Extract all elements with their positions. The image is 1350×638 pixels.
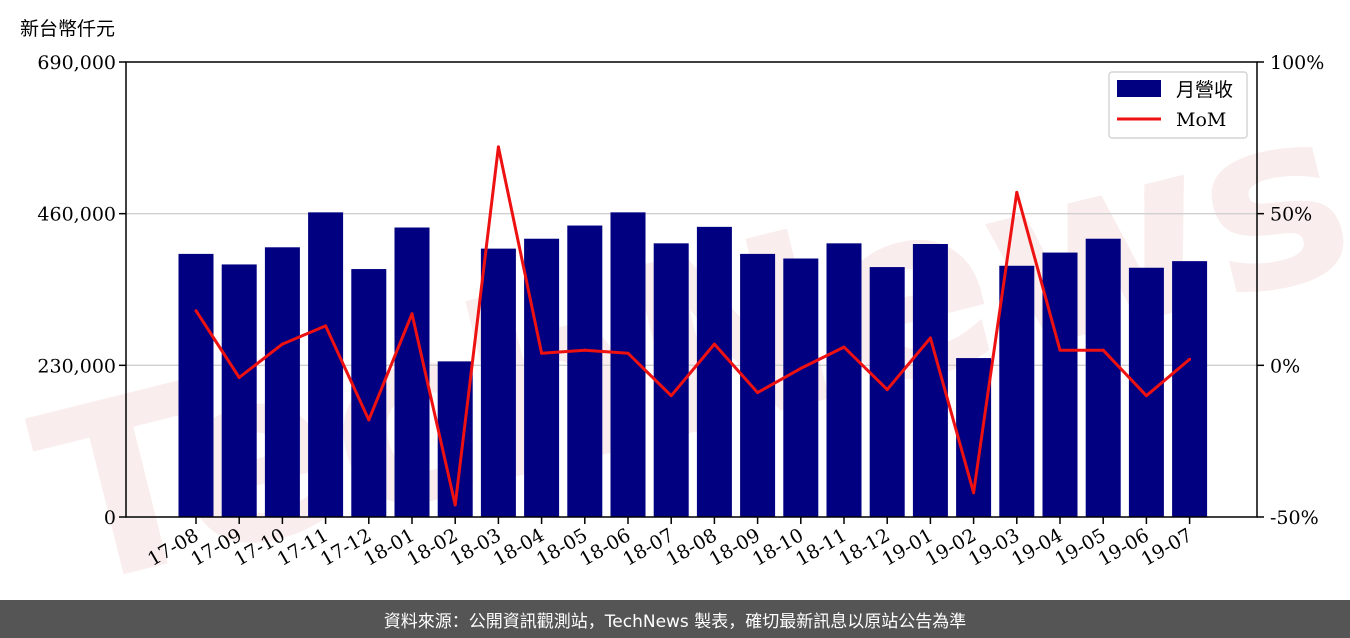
- left-tick-label: 690,000: [37, 52, 116, 74]
- mom-point-19-05: [1101, 348, 1105, 352]
- mom-point-17-09: [237, 375, 241, 379]
- mom-line: [194, 145, 1191, 507]
- mom-point-18-07: [669, 394, 673, 398]
- bar-19-03: [999, 265, 1035, 517]
- mom-point-18-06: [626, 351, 630, 355]
- bar-19-07: [1172, 261, 1208, 517]
- footer-text: 資料來源：公開資訊觀測站，TechNews 製表，確切最新訊息以原站公告為準: [383, 611, 967, 632]
- legend-label-revenue: 月營收: [1176, 79, 1233, 101]
- bar-17-10: [264, 247, 300, 517]
- left-axis: 0 230,000 460,000 690,000: [37, 52, 126, 529]
- mom-point-17-08: [194, 309, 198, 313]
- mom-point-19-02: [972, 491, 976, 495]
- mom-point-18-09: [756, 391, 760, 395]
- legend: 月營收 MoM: [1108, 71, 1248, 139]
- bar-18-02: [437, 361, 473, 517]
- bar-18-08: [696, 226, 732, 517]
- right-tick-label: 50%: [1270, 204, 1312, 226]
- bar-17-11: [308, 212, 344, 517]
- mom-point-18-08: [712, 342, 716, 346]
- right-tick-label: -50%: [1270, 507, 1319, 529]
- mom-point-18-04: [540, 351, 544, 355]
- left-tick-label: 460,000: [37, 204, 116, 226]
- mom-point-18-10: [799, 366, 803, 370]
- mom-point-19-04: [1058, 348, 1062, 352]
- mom-point-18-11: [842, 345, 846, 349]
- unit-label: 新台幣仟元: [20, 18, 116, 40]
- bar-17-09: [221, 264, 257, 517]
- plot-frame: [125, 61, 1258, 518]
- mom-point-17-11: [324, 324, 328, 328]
- right-tick-label: 0%: [1270, 355, 1300, 377]
- left-tick-label: 230,000: [37, 355, 116, 377]
- bar-18-10: [783, 258, 819, 517]
- right-tick-label: 100%: [1270, 52, 1324, 74]
- bar-18-05: [567, 225, 603, 517]
- right-axis: -50% 0% 50% 100%: [1257, 52, 1324, 529]
- bar-18-03: [480, 248, 516, 517]
- bar-17-08: [178, 253, 214, 518]
- mom-point-19-03: [1015, 190, 1019, 194]
- left-tick-label: 0: [104, 507, 116, 529]
- bar-18-01: [394, 227, 430, 517]
- legend-bar-swatch: [1117, 80, 1161, 97]
- mom-point-18-05: [583, 348, 587, 352]
- mom-point-19-06: [1144, 394, 1148, 398]
- mom-point-18-12: [885, 388, 889, 392]
- mom-point-18-02: [453, 503, 457, 507]
- plot-border: [125, 61, 1258, 518]
- bar-18-04: [524, 238, 560, 517]
- bar-19-06: [1128, 267, 1164, 517]
- bar-19-05: [1085, 238, 1121, 517]
- x-tick-label: 19-07: [1138, 524, 1196, 570]
- mom-point-18-01: [410, 312, 414, 316]
- legend-label-mom: MoM: [1176, 109, 1226, 131]
- revenue-bars: [178, 212, 1208, 518]
- mom-point-18-03: [496, 145, 500, 149]
- mom-point-19-07: [1188, 357, 1192, 361]
- mom-point-17-10: [280, 342, 284, 346]
- bar-19-04: [1042, 252, 1078, 518]
- mom-line-layer: [194, 145, 1192, 507]
- mom-point-17-12: [367, 418, 371, 422]
- mom-point-19-01: [928, 336, 932, 340]
- source-footer: 資料來源：公開資訊觀測站，TechNews 製表，確切最新訊息以原站公告為準: [0, 600, 1350, 638]
- bar-18-11: [826, 243, 862, 517]
- bar-18-12: [869, 267, 905, 517]
